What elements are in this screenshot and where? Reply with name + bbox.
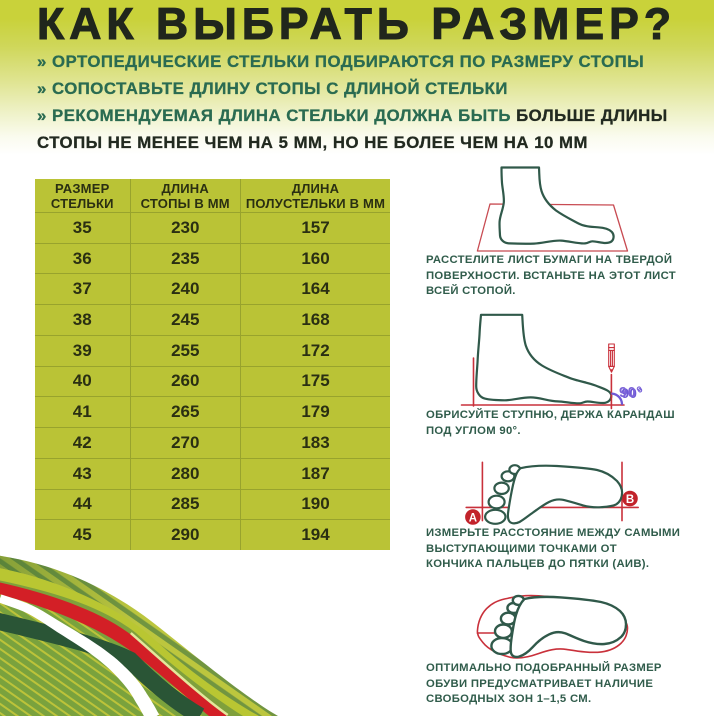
svg-text:90°: 90° [622, 386, 644, 401]
svg-text:А: А [469, 512, 477, 524]
svg-text:90°: 90° [619, 385, 642, 401]
svg-text:В: В [626, 494, 634, 506]
